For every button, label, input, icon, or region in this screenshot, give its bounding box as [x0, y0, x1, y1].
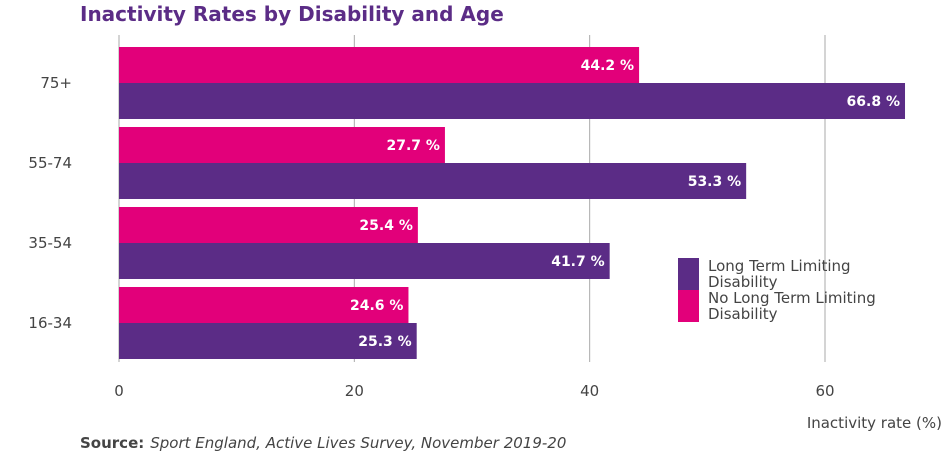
legend-label: No Long Term Limiting Disability — [708, 289, 876, 323]
bar — [119, 207, 418, 243]
bar — [119, 47, 640, 83]
bar — [119, 323, 417, 359]
data-label: 27.7 % — [386, 138, 439, 154]
legend-swatch — [678, 258, 699, 290]
data-label: 53.3 % — [688, 174, 741, 190]
y-tick-label: 16-34 — [28, 314, 72, 332]
x-tick-label: 20 — [345, 382, 364, 400]
bar — [119, 243, 610, 279]
legend-item-no-ltld: No Long Term Limiting Disability — [678, 290, 878, 322]
data-label: 25.4 % — [359, 218, 412, 234]
source-note: Source: Sport England, Active Lives Surve… — [80, 434, 566, 452]
data-label: 44.2 % — [581, 58, 634, 74]
x-tick-label: 0 — [114, 382, 124, 400]
data-label: 41.7 % — [551, 254, 604, 270]
data-label: 24.6 % — [350, 298, 403, 314]
data-label: 66.8 % — [847, 94, 900, 110]
source-text: Sport England, Active Lives Survey, Nove… — [150, 434, 567, 452]
bar — [119, 127, 445, 163]
x-tick-label: 60 — [815, 382, 834, 400]
legend-label: Long Term Limiting Disability — [708, 257, 851, 291]
x-axis-label: Inactivity rate (%) — [807, 414, 942, 432]
x-tick-label: 40 — [580, 382, 599, 400]
y-tick-label: 55-74 — [28, 154, 72, 172]
bar — [119, 287, 409, 323]
legend-item-ltld: Long Term Limiting Disability — [678, 258, 878, 290]
bar — [119, 163, 747, 199]
bar — [119, 83, 906, 119]
legend-swatch — [678, 290, 699, 322]
data-label: 25.3 % — [358, 334, 411, 350]
y-tick-label: 75+ — [40, 74, 72, 92]
legend: Long Term Limiting Disability No Long Te… — [678, 258, 878, 322]
source-label: Source: — [80, 434, 145, 452]
y-tick-label: 35-54 — [28, 234, 72, 252]
chart-title: Inactivity Rates by Disability and Age — [80, 2, 504, 26]
